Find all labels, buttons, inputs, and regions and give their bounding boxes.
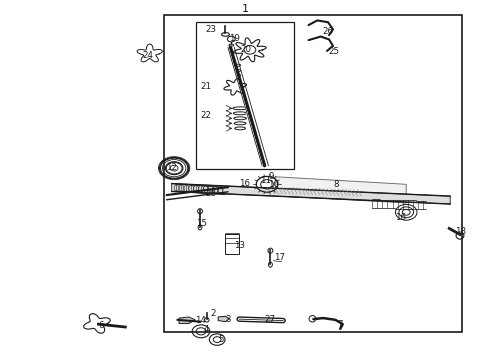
Text: 12: 12 [166, 163, 177, 172]
Text: 6: 6 [98, 321, 104, 330]
Text: 4: 4 [203, 325, 209, 334]
Text: 2: 2 [211, 309, 216, 318]
Text: 24: 24 [143, 51, 153, 60]
Polygon shape [172, 184, 450, 204]
Bar [164, 15, 463, 332]
Text: 3: 3 [225, 315, 231, 324]
Text: 10: 10 [269, 180, 279, 189]
Text: 21: 21 [200, 82, 211, 91]
Text: 16: 16 [239, 179, 250, 188]
Text: 7: 7 [337, 320, 343, 329]
Text: 15: 15 [196, 219, 207, 228]
Bar [225, 234, 239, 253]
Polygon shape [276, 177, 406, 203]
Text: 17: 17 [274, 253, 285, 262]
Text: 5: 5 [218, 335, 223, 344]
Text: 28: 28 [205, 189, 216, 198]
Text: 14: 14 [195, 316, 206, 325]
Text: 11: 11 [260, 176, 270, 185]
Text: 20: 20 [240, 45, 251, 54]
Text: 22: 22 [200, 111, 211, 120]
Text: 16: 16 [395, 213, 407, 222]
Text: 27: 27 [265, 315, 275, 324]
Polygon shape [218, 316, 229, 321]
Text: 23: 23 [205, 25, 216, 34]
Text: 8: 8 [333, 180, 339, 189]
Text: 18: 18 [455, 228, 466, 237]
Text: 25: 25 [328, 47, 339, 56]
Text: 13: 13 [234, 241, 245, 250]
Text: 1: 1 [242, 4, 248, 14]
Text: 19: 19 [229, 34, 240, 43]
Text: 9: 9 [269, 172, 274, 181]
Polygon shape [179, 317, 195, 323]
Text: 26: 26 [322, 27, 333, 36]
Bar [196, 22, 294, 169]
